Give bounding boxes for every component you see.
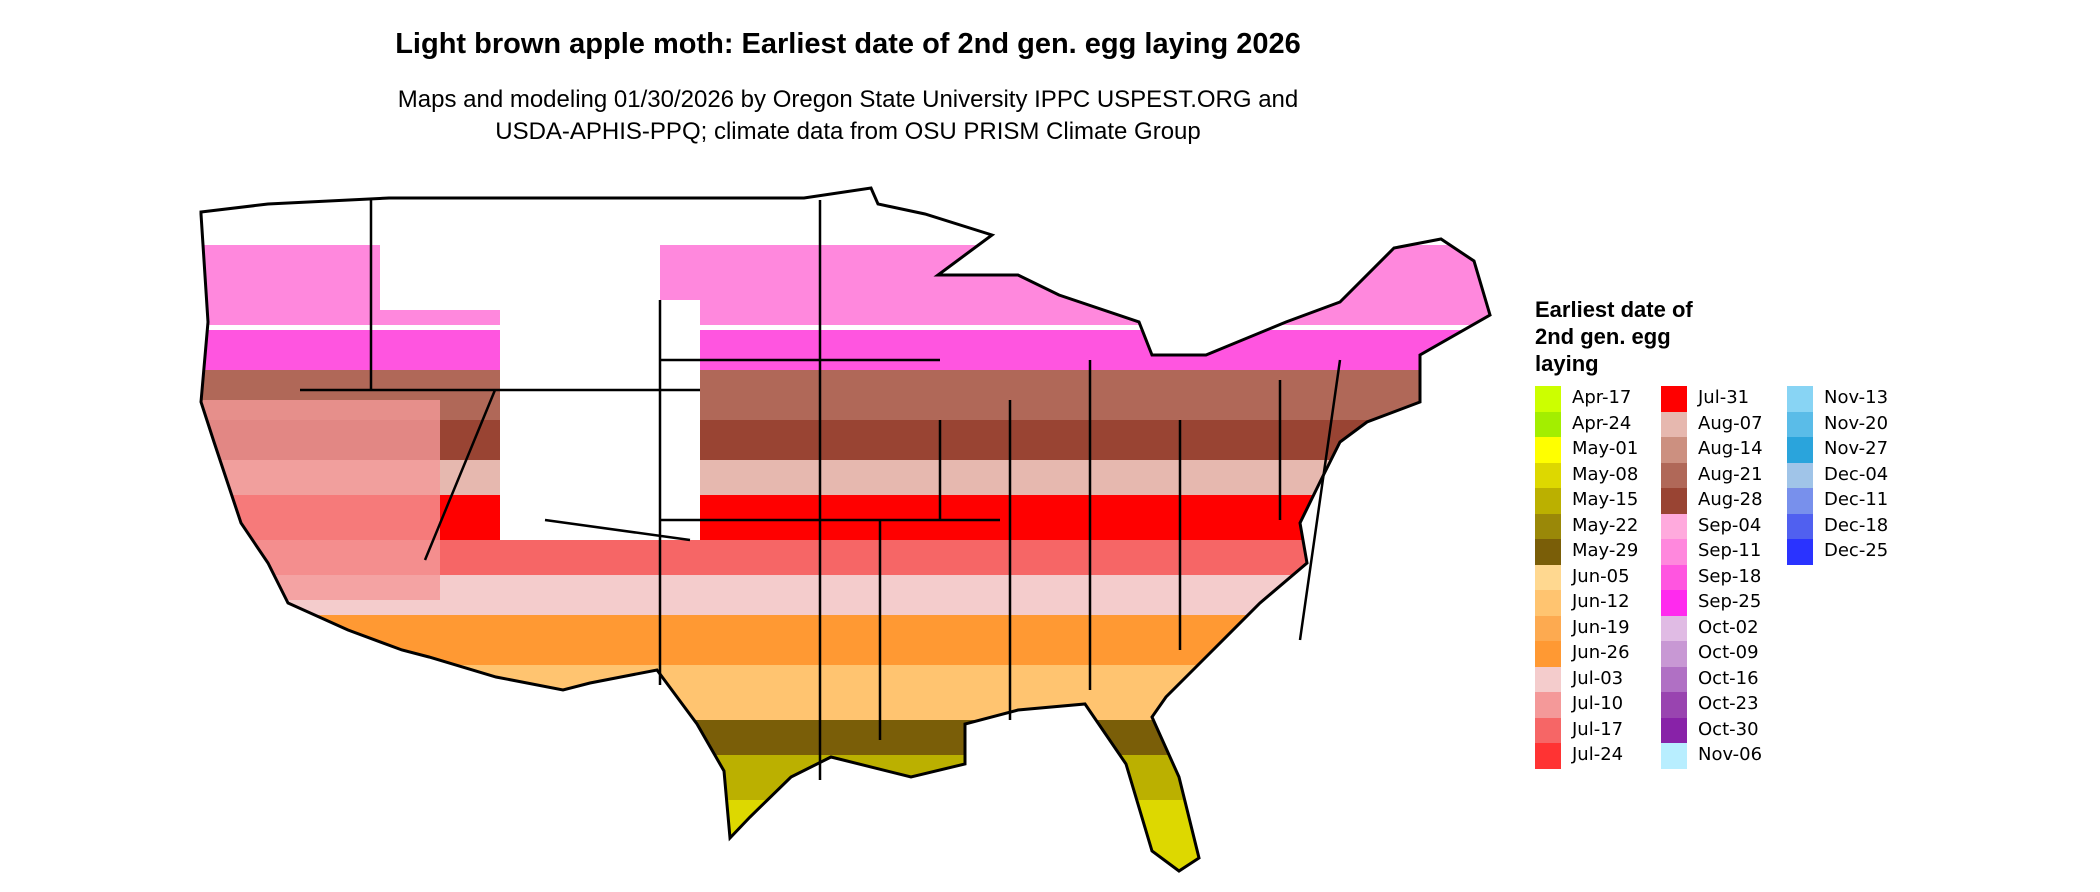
legend-label: Jun-05 <box>1572 565 1630 587</box>
legend-swatch <box>1535 641 1561 667</box>
legend-label: Sep-18 <box>1698 565 1762 587</box>
legend-label: Aug-07 <box>1698 412 1763 434</box>
legend-swatch <box>1787 437 1813 463</box>
legend-swatch <box>1535 666 1561 692</box>
legend-swatch <box>1661 411 1687 437</box>
legend-swatch <box>1787 411 1813 437</box>
legend-swatch <box>1535 539 1561 565</box>
legend-swatch <box>1535 488 1561 514</box>
legend-swatch <box>1661 488 1687 514</box>
legend-label: Aug-14 <box>1698 438 1763 459</box>
legend-swatch <box>1535 615 1561 641</box>
legend-swatch <box>1661 615 1687 641</box>
legend-swatch <box>1535 513 1561 539</box>
legend-swatch <box>1535 717 1561 743</box>
legend-label: Apr-17 <box>1572 387 1632 408</box>
legend-swatch <box>1661 437 1687 463</box>
legend-label: May-29 <box>1572 540 1639 561</box>
legend-label: Oct-23 <box>1698 693 1759 714</box>
legend-label: May-22 <box>1572 514 1639 536</box>
legend-swatch <box>1535 462 1561 488</box>
legend-swatch <box>1535 564 1561 590</box>
legend-label: Dec-18 <box>1824 514 1889 536</box>
legend-label: May-15 <box>1572 489 1639 510</box>
legend-label: Apr-24 <box>1572 412 1632 434</box>
legend-swatch <box>1787 386 1813 412</box>
legend-title: Earliest date of 2nd gen. egg laying <box>1535 297 1693 376</box>
legend-label: Oct-16 <box>1698 667 1759 689</box>
legend-label: Aug-28 <box>1698 489 1763 510</box>
legend-label: May-01 <box>1572 438 1639 459</box>
band-jun <box>201 615 1490 670</box>
legend-label: Aug-21 <box>1698 463 1763 485</box>
legend-label: Jul-03 <box>1572 667 1624 689</box>
legend-label: Nov-06 <box>1698 744 1763 765</box>
legend-label: Nov-20 <box>1824 412 1889 434</box>
state-borders <box>300 198 1342 780</box>
map-raster <box>201 188 1490 871</box>
legend-swatch <box>1661 666 1687 692</box>
legend-swatch <box>1661 590 1687 616</box>
legend-label: Dec-04 <box>1824 463 1889 485</box>
legend-swatch <box>1535 743 1561 769</box>
legend-label: Jul-17 <box>1572 718 1624 740</box>
legend-swatch <box>1661 743 1687 769</box>
legend-label: Jun-26 <box>1572 642 1630 663</box>
legend-label: Nov-27 <box>1824 438 1889 459</box>
map-title: Light brown apple moth: Earliest date of… <box>395 28 1301 60</box>
legend-label: Sep-04 <box>1698 514 1762 536</box>
legend-swatch <box>1787 513 1813 539</box>
legend-label: Oct-02 <box>1698 616 1759 638</box>
legend: Earliest date of 2nd gen. egg laying Apr… <box>1535 296 1888 769</box>
legend-label: Jun-12 <box>1572 591 1630 612</box>
legend-swatch <box>1535 411 1561 437</box>
legend-label: Oct-09 <box>1698 642 1759 663</box>
legend-label: Oct-30 <box>1698 718 1759 740</box>
legend-swatch <box>1661 564 1687 590</box>
legend-swatch <box>1661 717 1687 743</box>
legend-swatch <box>1787 539 1813 565</box>
legend-swatch <box>1535 386 1561 412</box>
legend-swatch <box>1661 386 1687 412</box>
legend-label: Jul-24 <box>1572 744 1624 765</box>
legend-swatch <box>1535 692 1561 718</box>
legend-swatch <box>1787 462 1813 488</box>
legend-swatch <box>1661 539 1687 565</box>
legend-swatch <box>1661 513 1687 539</box>
legend-swatch <box>1661 462 1687 488</box>
legend-label: Sep-25 <box>1698 591 1762 612</box>
legend-label: Jul-31 <box>1698 387 1750 408</box>
legend-swatch <box>1535 590 1561 616</box>
legend-label: Dec-11 <box>1824 489 1889 510</box>
band-may <box>201 720 1490 760</box>
us-border <box>199 186 1492 873</box>
legend-label: Sep-11 <box>1698 540 1762 561</box>
map-subtitle-line-2: USDA-APHIS-PPQ; climate data from OSU PR… <box>495 118 1201 145</box>
legend-label: Nov-13 <box>1824 387 1889 408</box>
map-subtitle-line-1: Maps and modeling 01/30/2026 by Oregon S… <box>397 86 1299 113</box>
legend-label: May-08 <box>1572 463 1639 485</box>
legend-label: Jun-19 <box>1572 616 1630 638</box>
legend-swatch <box>1787 488 1813 514</box>
legend-swatch <box>1661 641 1687 667</box>
legend-swatch <box>1661 692 1687 718</box>
legend-swatch <box>1535 437 1561 463</box>
legend-label: Jul-10 <box>1572 693 1624 714</box>
legend-label: Dec-25 <box>1824 540 1889 561</box>
